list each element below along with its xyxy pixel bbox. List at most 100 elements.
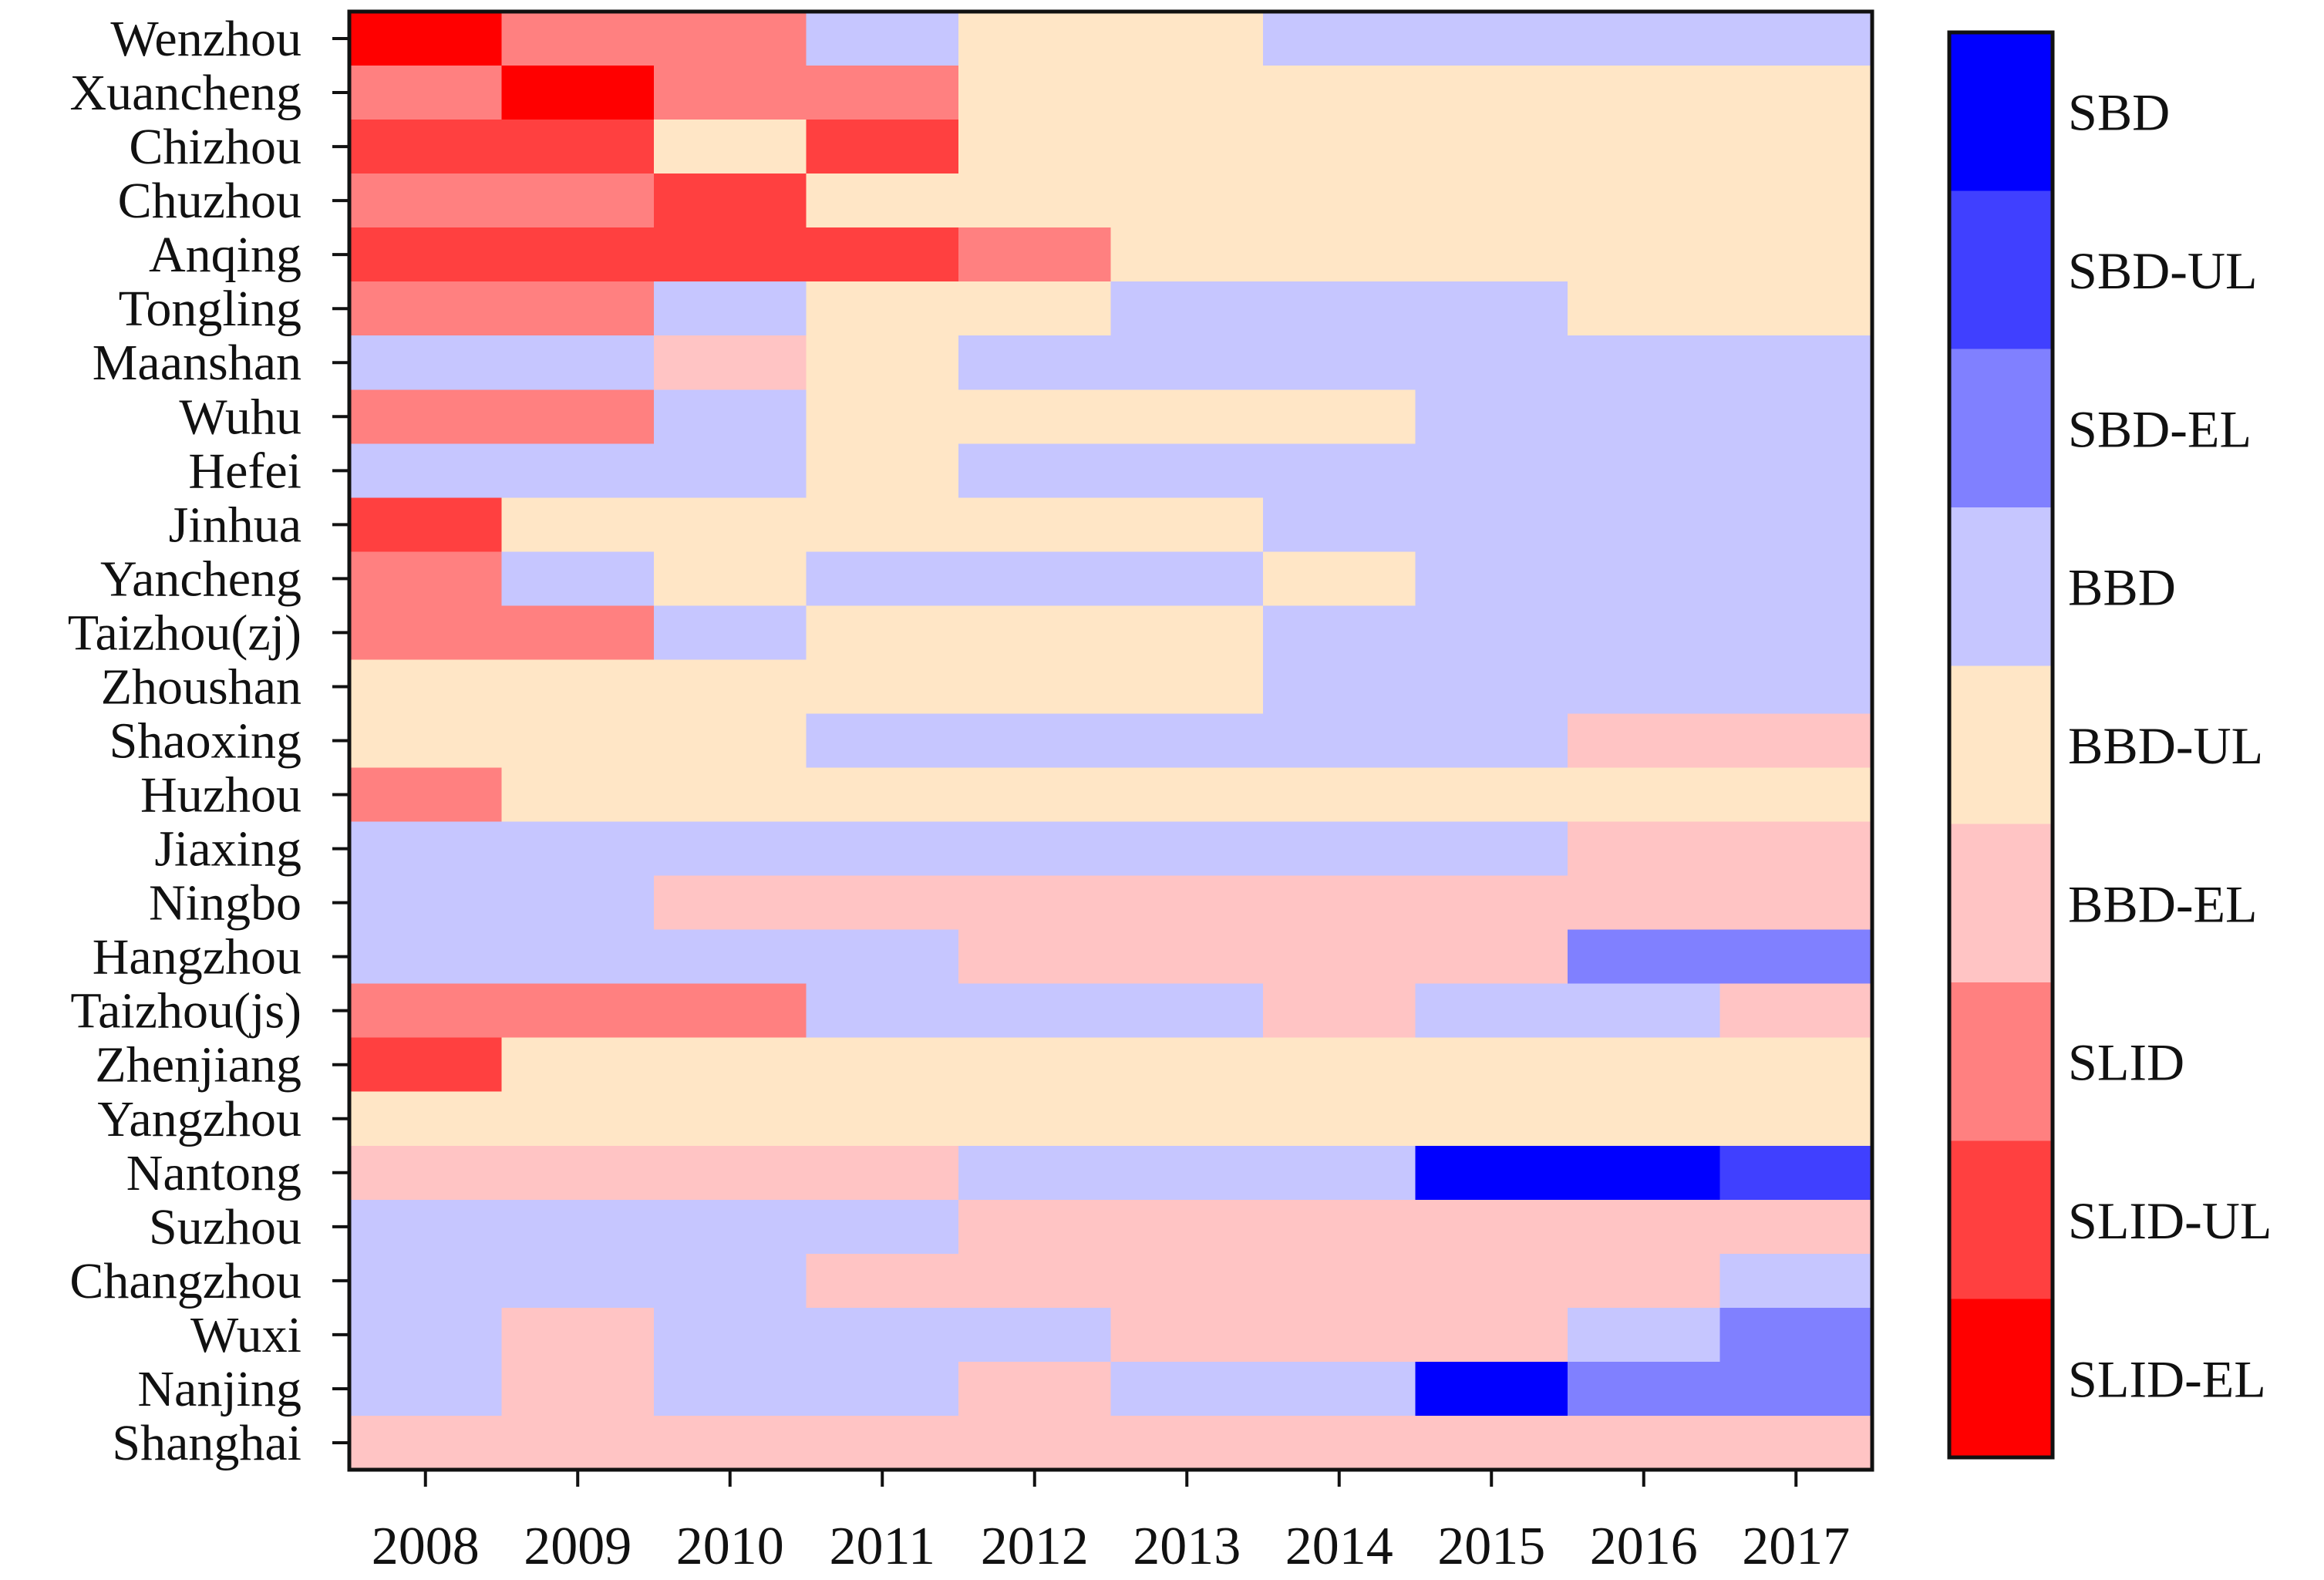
heatmap-cell — [806, 1253, 959, 1309]
heatmap-cell — [1568, 120, 1721, 174]
row-label: Zhenjiang — [95, 1037, 301, 1093]
column-label: 2009 — [524, 1517, 632, 1576]
heatmap-cell — [958, 821, 1112, 877]
heatmap-cell — [806, 443, 959, 498]
heatmap-cell — [806, 120, 959, 174]
heatmap-cell — [1568, 66, 1721, 120]
heatmap-cell — [1263, 1253, 1416, 1309]
row-label: Wuxi — [190, 1307, 301, 1363]
heatmap-cell — [958, 929, 1112, 985]
heatmap-cell — [958, 713, 1112, 769]
legend-swatch — [1949, 32, 2053, 191]
heatmap-cell — [1263, 1145, 1416, 1201]
heatmap-cell — [1110, 443, 1264, 498]
heatmap-cell — [806, 713, 959, 769]
heatmap-cell — [806, 1361, 959, 1417]
heatmap-cell — [654, 497, 807, 552]
heatmap-cell — [654, 875, 807, 931]
heatmap-cell — [1719, 551, 1873, 607]
heatmap-cell — [654, 120, 807, 174]
legend-swatch — [1949, 1140, 2053, 1300]
heatmap-cell — [1415, 173, 1568, 228]
heatmap-cell — [1568, 1253, 1721, 1309]
row-label: Wenzhou — [110, 11, 301, 67]
heatmap-cell — [501, 1145, 655, 1201]
heatmap-cell — [806, 1415, 959, 1471]
heatmap-cell — [654, 227, 807, 282]
heatmap-cell — [654, 821, 807, 877]
heatmap-cell — [1415, 12, 1568, 66]
heatmap-cell — [501, 1037, 655, 1093]
heatmap-cell — [349, 66, 503, 120]
heatmap-cell — [1568, 227, 1721, 282]
heatmap-cell — [1415, 120, 1568, 174]
heatmap-cell — [1110, 66, 1264, 120]
row-label: Shaoxing — [109, 713, 301, 770]
heatmap-cell — [349, 767, 503, 823]
heatmap-cell — [1568, 281, 1721, 336]
heatmap-cell — [1263, 983, 1416, 1039]
heatmap-cell — [1110, 173, 1264, 228]
heatmap-cell — [958, 1361, 1112, 1417]
heatmap-cell — [1263, 1091, 1416, 1147]
heatmap-cell — [1263, 443, 1416, 498]
heatmap-cell — [501, 1199, 655, 1255]
heatmap-cell — [1263, 281, 1416, 336]
heatmap-cell — [654, 1415, 807, 1471]
heatmap-cell — [958, 1199, 1112, 1255]
heatmap-cell — [654, 335, 807, 390]
heatmap-cells — [349, 12, 1873, 1471]
legend-label: SLID — [2068, 1033, 2184, 1092]
heatmap-cell — [958, 1253, 1112, 1309]
heatmap-cell — [1263, 12, 1416, 66]
heatmap-cell — [806, 983, 959, 1039]
heatmap-cell — [1719, 12, 1873, 66]
heatmap-cell — [349, 227, 503, 282]
heatmap-cell — [1263, 605, 1416, 661]
heatmap-cell — [806, 66, 959, 120]
heatmap-cell — [806, 12, 959, 66]
heatmap-cell — [501, 497, 655, 552]
heatmap-cell — [654, 983, 807, 1039]
heatmap-cell — [806, 1037, 959, 1093]
heatmap-cell — [1568, 1091, 1721, 1147]
heatmap-cell — [1110, 1091, 1264, 1147]
heatmap-cell — [1719, 281, 1873, 336]
heatmap-cell — [654, 551, 807, 607]
heatmap-cell — [1110, 821, 1264, 877]
heatmap-cell — [958, 983, 1112, 1039]
heatmap-cell — [1263, 1037, 1416, 1093]
heatmap-cell — [1263, 875, 1416, 931]
column-label: 2015 — [1437, 1517, 1545, 1576]
heatmap-cell — [1415, 1307, 1568, 1363]
heatmap-cell — [1568, 1199, 1721, 1255]
row-label: Xuancheng — [69, 65, 301, 121]
heatmap-cell — [349, 551, 503, 607]
heatmap-cell — [1568, 12, 1721, 66]
legend-label: BBD-EL — [2068, 874, 2258, 933]
legend-swatch — [1949, 1299, 2053, 1458]
heatmap-cell — [1263, 551, 1416, 607]
heatmap-cell — [958, 227, 1112, 282]
heatmap-cell — [958, 1091, 1112, 1147]
heatmap-cell — [654, 1145, 807, 1201]
heatmap-cell — [958, 659, 1112, 715]
heatmap-cell — [1415, 713, 1568, 769]
heatmap-cell — [1719, 605, 1873, 661]
column-label: 2013 — [1133, 1517, 1241, 1576]
row-label: Chizhou — [129, 119, 301, 175]
heatmap-cell — [654, 389, 807, 444]
heatmap-cell — [1568, 443, 1721, 498]
heatmap-cell — [349, 713, 503, 769]
heatmap-cell — [806, 929, 959, 985]
heatmap-cell — [1719, 1307, 1873, 1363]
heatmap-cell — [1415, 929, 1568, 985]
row-label: Jiaxing — [154, 821, 301, 878]
heatmap-cell — [1568, 821, 1721, 877]
heatmap-cell — [1110, 389, 1264, 444]
heatmap-cell — [958, 497, 1112, 552]
heatmap-cell — [1568, 983, 1721, 1039]
heatmap-cell — [501, 1253, 655, 1309]
heatmap-cell — [1568, 1307, 1721, 1363]
heatmap-cell — [1415, 875, 1568, 931]
